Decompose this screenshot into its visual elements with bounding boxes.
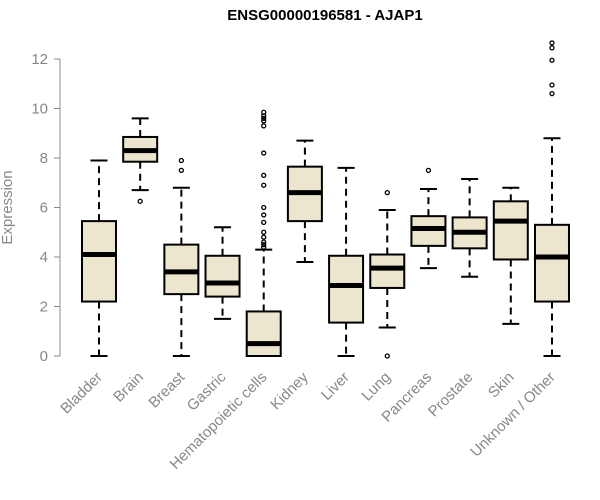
outlier-point [261, 172, 267, 178]
box-liver [328, 166, 365, 357]
y-tick-label: 6 [40, 200, 48, 217]
x-tick-label: Skin [485, 369, 518, 402]
outlier-point [261, 244, 267, 250]
box-brain [122, 117, 159, 204]
outlier-point [261, 109, 267, 115]
outlier-point [261, 212, 267, 218]
x-tick-label: Prostate [425, 369, 477, 421]
y-tick-label: 4 [40, 249, 48, 266]
box-iqr [245, 310, 282, 358]
outlier-point [384, 353, 390, 359]
outlier-point [549, 91, 555, 97]
box-iqr [204, 254, 241, 298]
box-iqr [81, 220, 117, 303]
x-tick-label: Liver [318, 369, 353, 404]
outlier-point [261, 241, 267, 248]
outlier-point [549, 82, 555, 88]
x-tick-label: Kidney [267, 368, 312, 413]
outlier-point [261, 115, 267, 122]
outlier-point [261, 123, 267, 129]
box-pancreas [410, 167, 447, 270]
outlier-point [261, 219, 267, 226]
outlier-point [549, 40, 555, 46]
box-lung [369, 189, 406, 359]
y-tick-label: 10 [31, 101, 48, 118]
box-iqr [533, 223, 570, 303]
outlier-point [261, 182, 267, 188]
outlier-point [261, 229, 267, 235]
y-tick-label: 2 [40, 299, 48, 316]
outlier-point [261, 118, 267, 124]
outlier-point [384, 189, 390, 196]
x-tick-label: Brain [110, 369, 147, 406]
outlier-point [261, 204, 267, 211]
box-kidney [286, 139, 323, 263]
outlier-point [261, 239, 267, 245]
box-iqr [492, 200, 529, 261]
box-bladder [81, 159, 117, 357]
x-tick-label: Breast [146, 368, 189, 411]
box-prostate [451, 178, 488, 278]
y-axis-title: Expression [0, 170, 16, 244]
y-tick-label: 8 [40, 150, 48, 167]
box-skin [492, 186, 529, 325]
outlier-point [549, 45, 555, 51]
x-tick-label: Bladder [57, 369, 106, 418]
y-tick-label: 12 [31, 51, 48, 68]
box-iqr [369, 253, 406, 289]
outlier-point [425, 167, 432, 174]
outlier-point [549, 57, 555, 63]
x-tick-label: Lung [358, 369, 394, 405]
y-tick-label: 0 [40, 348, 48, 365]
box-unknown-other [533, 40, 570, 357]
box-gastric [204, 226, 241, 320]
box-hematopoietic-cells [245, 109, 282, 358]
chart-title: ENSG00000196581 - AJAP1 [227, 7, 423, 24]
outlier-point [261, 234, 267, 240]
outlier-point [178, 167, 185, 174]
outlier-point [261, 150, 267, 156]
outlier-point [178, 157, 185, 164]
box-breast [163, 157, 200, 357]
outlier-point [137, 198, 143, 204]
box-iqr [328, 254, 365, 324]
